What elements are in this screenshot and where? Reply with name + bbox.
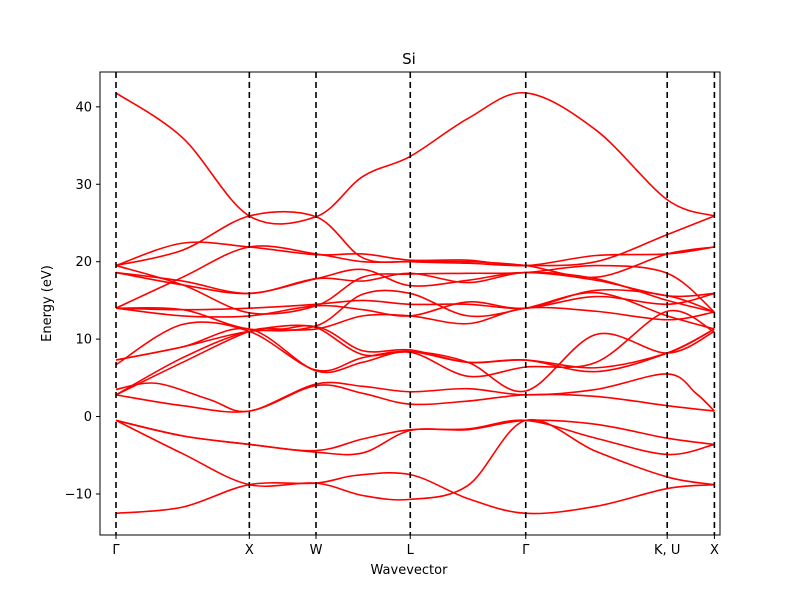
y-tick-label: 10 (75, 333, 92, 348)
x-axis-title: Wavevector (371, 563, 449, 578)
y-axis-title: Energy (eV) (40, 265, 55, 342)
y-axis-ticks: −10 0 10 20 30 40 (65, 100, 100, 502)
x-tick-label: L (407, 543, 415, 558)
high-symmetry-lines (115, 72, 716, 535)
y-tick-label: 20 (75, 255, 92, 270)
x-axis-ticks: Γ X W L Γ K, U X (112, 535, 719, 558)
x-tick-label: W (310, 543, 323, 558)
chart-title: Si (402, 50, 416, 68)
x-tick-label: X (245, 543, 254, 558)
x-tick-label: K, U (654, 543, 680, 558)
band-line-2 (115, 418, 715, 501)
x-tick-label: Γ (522, 543, 530, 558)
band-line-4 (115, 419, 715, 456)
y-tick-label: 40 (75, 100, 92, 115)
x-tick-label: X (710, 543, 719, 558)
x-tick-label: Γ (112, 543, 120, 558)
y-tick-label: 30 (75, 178, 92, 193)
y-tick-label: −10 (65, 487, 92, 502)
band-line-8 (115, 324, 715, 396)
band-line-20 (115, 210, 715, 267)
y-tick-label: 0 (84, 410, 92, 425)
